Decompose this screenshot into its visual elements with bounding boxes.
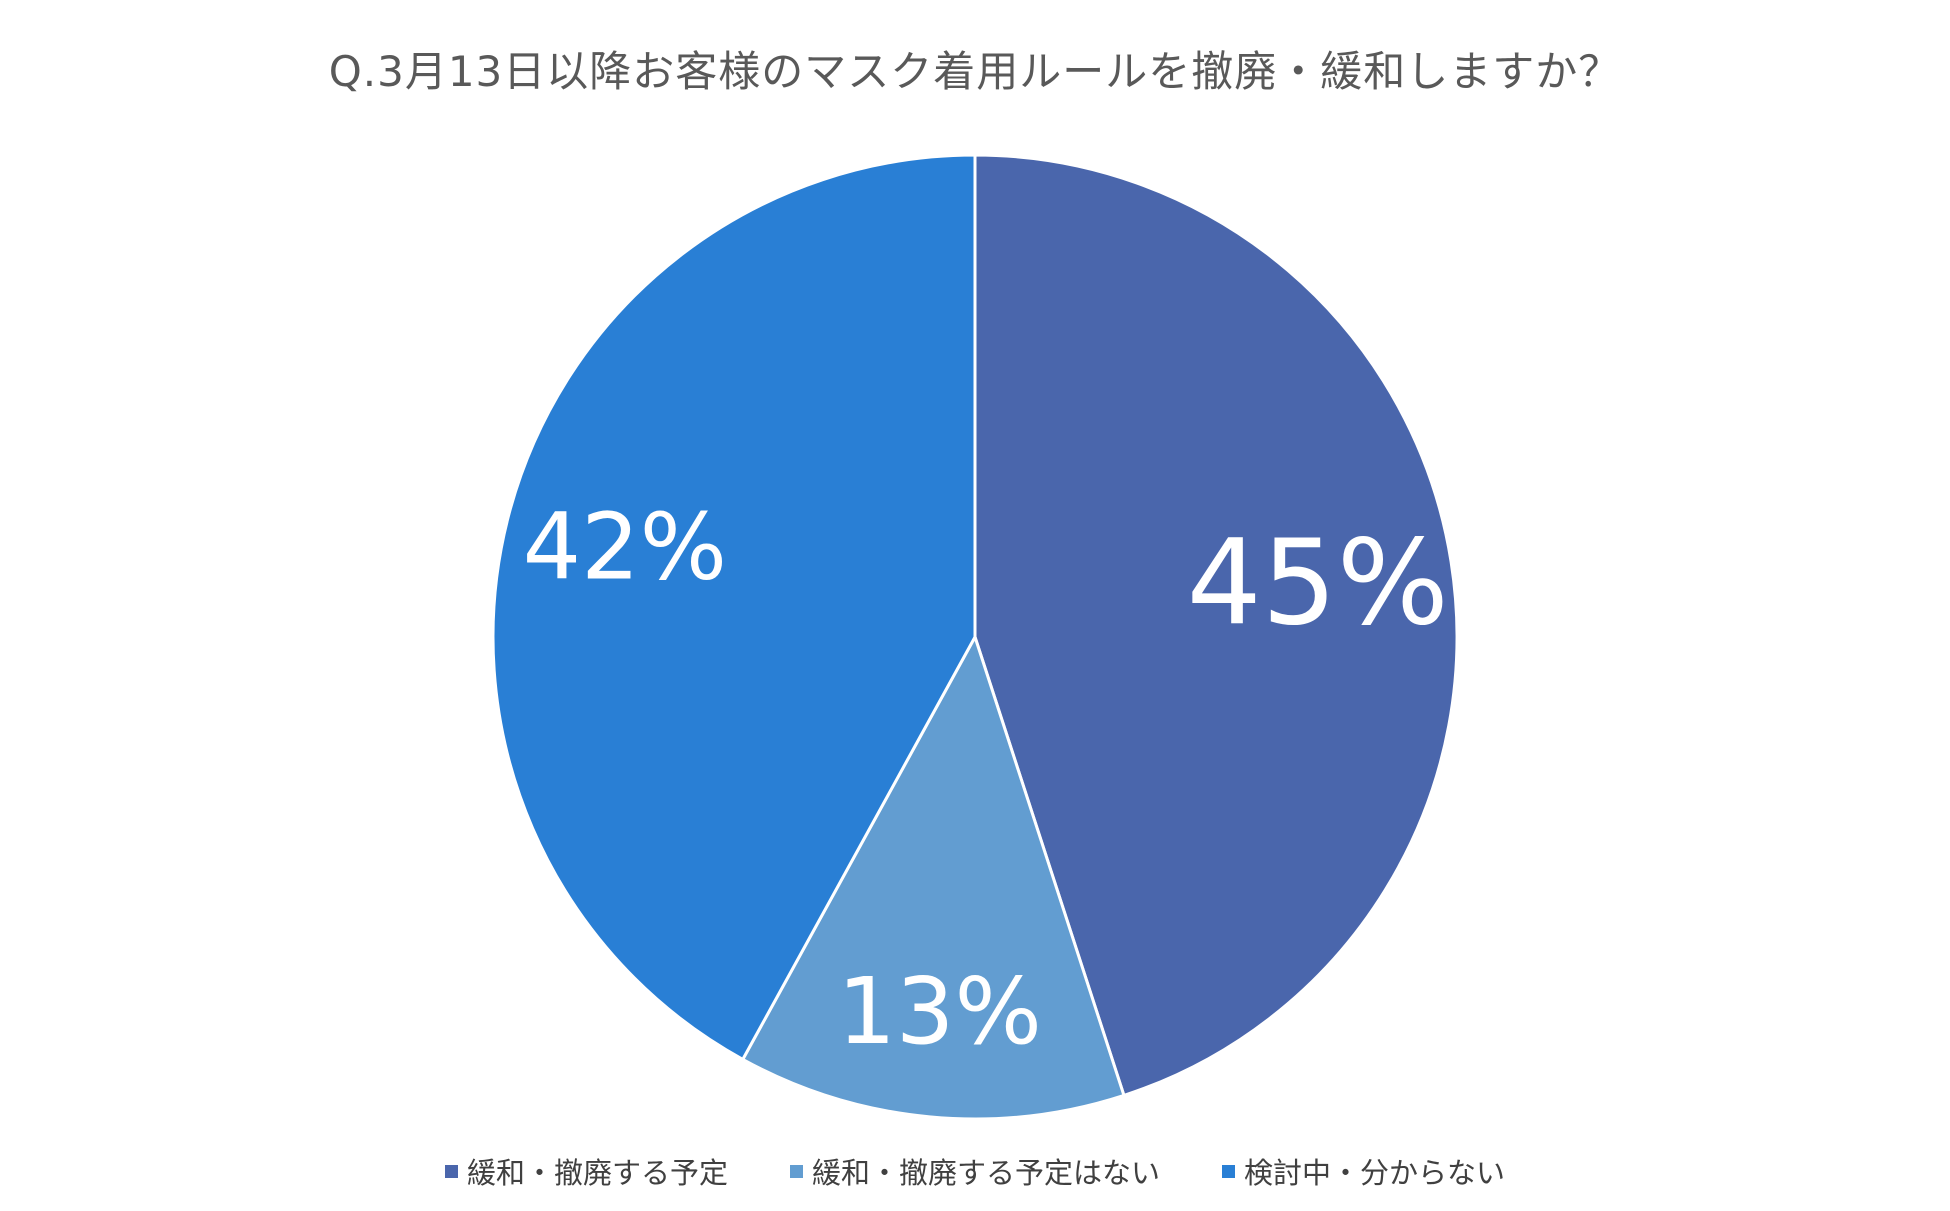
pie-data-labels: 45% 13% 42% [523, 494, 1449, 1065]
data-label-undecided: 42% [523, 494, 727, 601]
legend-label-ease-planned: 緩和・撤廃する予定 [466, 1156, 728, 1190]
data-label-not-planned: 13% [837, 958, 1041, 1065]
legend-item-undecided: 検討中・分からない [1222, 1150, 1505, 1192]
chart-title: Q.3月13日以降お客様のマスク着用ルールを撤廃・緩和しますか？ [328, 47, 1622, 96]
slice-undecided [491, 153, 977, 1062]
legend-swatch-undecided [1222, 1164, 1235, 1178]
slice-ease-planned [973, 153, 1459, 1098]
legend: 緩和・撤廃する予定 緩和・撤廃する予定はない 検討中・分からない [0, 1150, 1950, 1192]
legend-label-undecided: 検討中・分からない [1244, 1156, 1506, 1190]
legend-item-not-planned: 緩和・撤廃する予定はない [789, 1150, 1160, 1192]
pie-chart: 45% 13% 42% [491, 153, 1459, 1121]
pie-slices [491, 153, 1459, 1121]
legend-swatch-ease-planned [444, 1164, 458, 1178]
legend-swatch-not-planned [789, 1164, 803, 1178]
legend-label-not-planned: 緩和・撤廃する予定はない [811, 1156, 1160, 1190]
legend-item-ease-planned: 緩和・撤廃する予定 [444, 1150, 728, 1192]
data-label-ease-planned: 45% [1187, 514, 1449, 652]
slice-not-planned [740, 633, 1126, 1121]
